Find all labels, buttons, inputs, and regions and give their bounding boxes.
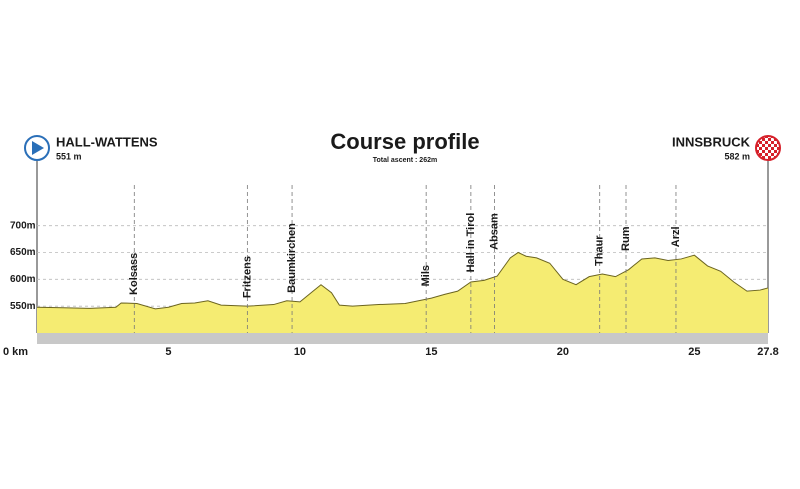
profile-line [36, 251, 769, 310]
place-label: Kolsass [128, 253, 140, 295]
place-label: Absam [488, 213, 500, 250]
y-tick-label: 700m [10, 220, 36, 231]
x-tick-label: 25 [688, 346, 700, 358]
y-tick-label: 650m [10, 247, 36, 258]
start-name: HALL-WATTENS [56, 134, 158, 149]
x-tick-label: 5 [165, 346, 171, 358]
chart-subtitle: Total ascent : 262m [373, 157, 437, 164]
place-label: Fritzens [241, 256, 253, 298]
finish-name: INNSBRUCK [672, 134, 751, 149]
finish-elevation: 582 m [724, 151, 750, 161]
x-tick-label: 20 [557, 346, 569, 358]
chart-title: Course profile [330, 129, 479, 154]
y-tick-label: 550m [10, 301, 36, 312]
place-label: Rum [620, 226, 632, 251]
y-tick-label: 600m [10, 274, 36, 285]
place-label: Arzl [670, 226, 682, 247]
start-elevation: 551 m [56, 151, 82, 161]
start-arrow [32, 141, 44, 155]
x-tick-label: 15 [425, 346, 437, 358]
place-label: Hall in Tirol [465, 213, 477, 273]
finish-icon [755, 135, 781, 161]
x-tick-label: 10 [294, 346, 306, 358]
x-tick-label: 0 km [3, 346, 28, 358]
x-tick-label: 27.8 [757, 346, 778, 358]
axis-band [37, 333, 768, 344]
place-label: Mils [420, 265, 432, 286]
place-label: Thaur [594, 235, 606, 266]
place-label: Baumkirchen [286, 223, 298, 293]
profile-area [37, 252, 768, 333]
